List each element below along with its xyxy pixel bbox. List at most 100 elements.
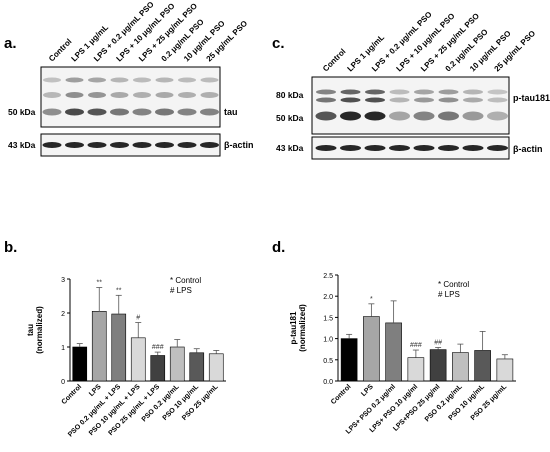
- y-tick-label: 3: [61, 277, 65, 284]
- x-tick-label: PSO 25 μg/mL: [181, 383, 220, 422]
- blot-band: [487, 145, 508, 151]
- bar: [407, 357, 425, 382]
- blot-band: [65, 142, 84, 148]
- blot-band: [43, 77, 61, 83]
- blot-band: [110, 92, 129, 98]
- blot-band: [177, 108, 197, 116]
- panel-label-c: c.: [272, 35, 285, 52]
- blot-band: [438, 89, 459, 95]
- bar: [340, 338, 358, 382]
- blot-band: [110, 108, 129, 116]
- blot-c-label-ptau: p-tau181: [513, 93, 550, 103]
- blot-band: [364, 111, 386, 121]
- blot-band: [316, 89, 336, 95]
- blot-lane-label: Control: [321, 47, 347, 73]
- blot-band: [364, 145, 386, 151]
- significance-mark: **: [97, 280, 103, 287]
- blot-band: [487, 111, 508, 121]
- blot-band: [155, 108, 174, 116]
- significance-mark: ###: [152, 344, 164, 351]
- blot-band: [65, 92, 84, 98]
- panel-label-a: a.: [4, 35, 17, 52]
- blot-band: [487, 89, 508, 95]
- y-tick-label: 2.5: [323, 273, 333, 280]
- blot-band: [340, 145, 361, 151]
- y-axis-subtitle: (normalized): [298, 304, 307, 352]
- bar: [496, 358, 514, 382]
- bar: [474, 350, 491, 382]
- legend-entry: * Control: [438, 280, 469, 289]
- x-tick-label: Control: [330, 383, 353, 406]
- blot-band: [316, 97, 336, 103]
- blot-band: [178, 77, 196, 83]
- blot-band: [438, 145, 459, 151]
- blot-band: [200, 142, 219, 148]
- blot-a-marker-50: 50 kDa: [8, 107, 36, 117]
- legend-entry: # LPS: [170, 286, 192, 295]
- bar: [130, 337, 146, 382]
- blot-band: [88, 92, 106, 98]
- blot-c-marker-80: 80 kDa: [276, 90, 304, 100]
- blot-band: [155, 92, 174, 98]
- blot-band: [43, 92, 61, 98]
- blot-band: [487, 97, 508, 103]
- blot-band: [340, 97, 361, 103]
- blot-band: [42, 108, 62, 116]
- legend-entry: * Control: [170, 276, 201, 285]
- blot-band: [133, 77, 151, 83]
- blot-band: [315, 111, 337, 121]
- y-tick-label: 1: [61, 345, 65, 352]
- blot-band: [365, 97, 385, 103]
- y-tick-label: 0.5: [323, 358, 333, 365]
- blot-band: [462, 145, 484, 151]
- blot-band: [389, 89, 410, 95]
- y-axis-title: p-tau181: [289, 311, 298, 344]
- significance-mark: ##: [434, 340, 442, 347]
- blot-band: [413, 111, 435, 121]
- blot-band: [65, 77, 84, 83]
- y-tick-label: 0.0: [323, 379, 333, 386]
- y-tick-label: 2: [61, 311, 65, 318]
- blot-band: [462, 111, 484, 121]
- blot-band: [87, 108, 107, 116]
- blot-band: [155, 142, 174, 148]
- blot-band: [315, 145, 337, 151]
- blot-band: [177, 142, 197, 148]
- blot-band: [65, 108, 84, 116]
- blot-c-actin-frame: [311, 136, 510, 160]
- y-tick-label: 1.0: [323, 337, 333, 344]
- y-tick-label: 2.0: [323, 294, 333, 301]
- bar: [429, 349, 447, 382]
- blot-band: [132, 108, 152, 116]
- chart-d: 0.0 0.5 1.0 1.5 2.0 2.5 p-tau181 (normalized) Co…: [289, 273, 516, 436]
- blot-a-marker-43: 43 kDa: [8, 140, 36, 150]
- blot-band: [438, 111, 459, 121]
- blot-a-label-actin: β-actin: [224, 140, 254, 150]
- blot-c: [311, 76, 510, 160]
- blot-band: [155, 77, 174, 83]
- blot-band: [414, 97, 434, 103]
- bar: [452, 352, 469, 382]
- y-axis-subtitle: (normalized): [35, 306, 44, 354]
- blot-band: [340, 111, 361, 121]
- x-tick-label: Control: [61, 383, 84, 406]
- bar: [189, 352, 205, 382]
- blot-band: [200, 108, 219, 116]
- significance-mark: *: [370, 296, 373, 303]
- blot-lane-label: 0.2 μg/mL PSO: [444, 27, 490, 73]
- blot-band: [389, 97, 410, 103]
- blot-band: [438, 97, 459, 103]
- blot-lane-label: 25 μg/mL PSO: [205, 19, 250, 64]
- x-tick-label: LPS: [360, 383, 375, 398]
- blot-band: [133, 92, 151, 98]
- blot-c-marker-50: 50 kDa: [276, 113, 304, 123]
- panel-label-d: d.: [272, 239, 285, 256]
- significance-mark: ###: [410, 342, 422, 349]
- blot-band: [389, 145, 410, 151]
- blot-a-tau-frame: [40, 66, 221, 128]
- significance-mark: #: [136, 315, 140, 322]
